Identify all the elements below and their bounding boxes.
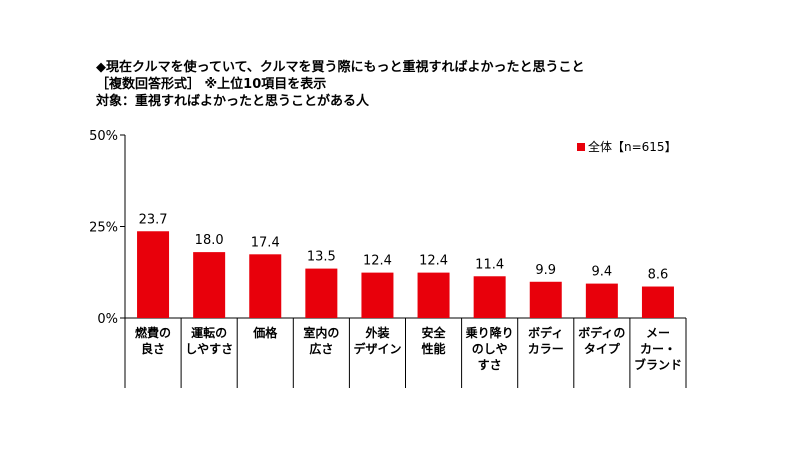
x-tick-label: カラー bbox=[528, 342, 564, 356]
bar bbox=[417, 272, 450, 318]
chart-subtitle: ［複数回答形式］ ※上位10項目を表示 bbox=[96, 77, 327, 92]
x-tick-label: 乗り降り bbox=[466, 325, 514, 340]
bar bbox=[585, 283, 618, 318]
data-label: 18.0 bbox=[195, 233, 224, 248]
x-tick-label: 良さ bbox=[141, 341, 165, 356]
bars bbox=[137, 231, 674, 318]
bar bbox=[529, 281, 562, 318]
bar bbox=[641, 286, 674, 318]
x-tick-label: ブランド bbox=[634, 357, 682, 372]
data-label: 23.7 bbox=[139, 212, 168, 227]
x-tick-label: カー・ bbox=[640, 342, 676, 356]
data-label: 11.4 bbox=[475, 257, 504, 272]
x-tick-label: しやすさ bbox=[185, 342, 233, 356]
bar bbox=[473, 276, 506, 318]
data-label: 9.9 bbox=[535, 263, 556, 278]
x-tick-label: ボディ bbox=[528, 325, 563, 340]
value-labels: 23.7 18.0 17.4 13.5 12.4 12.4 11.4 9.9 9.4 8.6 bbox=[139, 212, 669, 282]
x-tick-label: 外装 bbox=[365, 325, 389, 340]
legend-swatch bbox=[577, 143, 585, 151]
x-tick-label: すさ bbox=[478, 358, 502, 372]
chart-title: ◆現在クルマを使っていて、クルマを買う際にもっと重視すればよかったと思うこと bbox=[96, 60, 585, 75]
x-tick-label: 性能 bbox=[421, 341, 446, 356]
chart-target-note: 対象：重視すればよかったと思うことがある人 bbox=[96, 94, 370, 109]
y-tick-label: 50% bbox=[89, 129, 118, 144]
x-tick-label: 安全 bbox=[422, 325, 447, 340]
y-tick-label: 0% bbox=[97, 312, 118, 327]
x-tick-label: のしや bbox=[472, 342, 508, 356]
data-label: 9.4 bbox=[592, 265, 613, 280]
x-tick-label: デザイン bbox=[353, 341, 401, 356]
x-tick-label: タイプ bbox=[584, 341, 621, 356]
data-label: 8.6 bbox=[648, 268, 669, 283]
x-tick-label: 運転の bbox=[191, 325, 227, 340]
legend-label: 全体【n=615】 bbox=[588, 139, 677, 154]
bar bbox=[249, 254, 282, 318]
data-label: 13.5 bbox=[307, 250, 336, 265]
bar bbox=[193, 252, 226, 318]
x-tick-label: 燃費の bbox=[135, 325, 171, 340]
x-tick-label: 室内の bbox=[303, 325, 339, 340]
data-label: 17.4 bbox=[251, 235, 280, 250]
bar bbox=[361, 272, 394, 318]
legend: 全体【n=615】 bbox=[577, 139, 677, 154]
x-tick-label: メー bbox=[646, 326, 670, 340]
x-tick-label: 広さ bbox=[309, 341, 333, 356]
bar bbox=[305, 268, 338, 318]
x-tick-label: 価格 bbox=[252, 325, 278, 340]
y-tick-label: 25% bbox=[89, 221, 118, 236]
bar bbox=[137, 231, 170, 318]
data-label: 12.4 bbox=[419, 254, 448, 269]
data-label: 12.4 bbox=[363, 254, 392, 269]
x-tick-label: ボディの bbox=[578, 325, 625, 340]
